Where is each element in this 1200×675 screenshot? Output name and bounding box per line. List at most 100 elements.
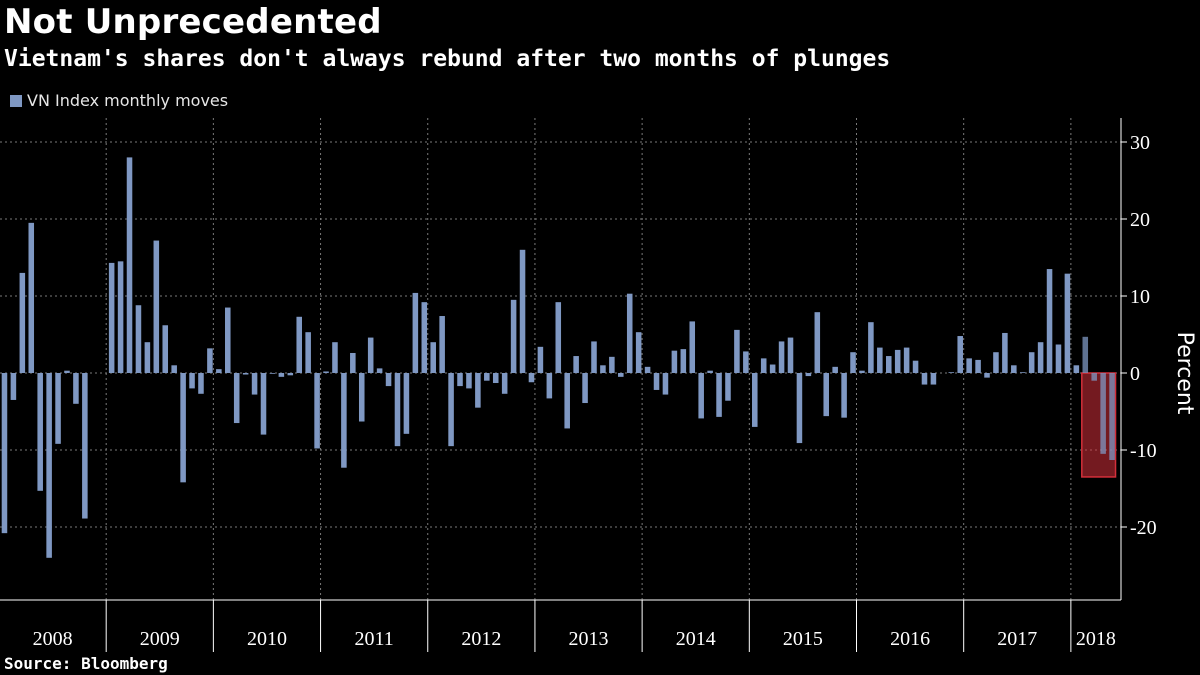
- bar: [778, 341, 785, 373]
- bar: [225, 307, 231, 373]
- bar: [117, 261, 124, 373]
- bar: [912, 360, 919, 373]
- bar: [466, 373, 472, 389]
- bar: [537, 346, 544, 373]
- bar: [796, 373, 803, 444]
- bar: [287, 373, 294, 376]
- bar: [1064, 273, 1071, 373]
- bar: [108, 262, 115, 373]
- bar: [894, 349, 901, 373]
- bar: [600, 365, 606, 373]
- bar: [394, 373, 401, 447]
- bar: [162, 325, 169, 373]
- bar: [957, 336, 963, 373]
- bar: [216, 369, 222, 373]
- bar: [626, 293, 633, 373]
- bar: [1055, 344, 1062, 373]
- bar: [403, 373, 410, 434]
- bar: [457, 373, 463, 387]
- bar: [82, 373, 88, 519]
- bar: [582, 373, 588, 404]
- bar: [46, 373, 52, 558]
- bar: [573, 356, 579, 373]
- bar: [367, 337, 374, 373]
- bar: [975, 359, 981, 373]
- bar: [180, 373, 186, 483]
- bar: [126, 157, 133, 373]
- bar: [358, 373, 365, 422]
- bar: [448, 373, 454, 447]
- bar: [412, 292, 419, 373]
- bar: [644, 366, 651, 373]
- bar: [269, 373, 276, 374]
- source-note: Source: Bloomberg: [4, 654, 168, 673]
- x-tick-label: 2013: [569, 628, 609, 650]
- bar: [698, 373, 704, 419]
- bar: [305, 332, 311, 373]
- bar: [564, 373, 570, 429]
- bar: [787, 337, 794, 373]
- y-tick-label: -20: [1130, 517, 1157, 539]
- bar: [439, 316, 445, 373]
- bar: [242, 373, 249, 375]
- bar: [1091, 373, 1097, 381]
- x-tick-label: 2016: [890, 628, 930, 650]
- bar: [350, 352, 356, 373]
- y-tick-label: 0: [1130, 363, 1140, 385]
- bar: [743, 351, 749, 373]
- bar: [546, 373, 553, 399]
- x-tick-label: 2011: [355, 628, 394, 650]
- legend-swatch: [10, 94, 22, 107]
- bar: [278, 373, 285, 377]
- bar: [430, 342, 436, 373]
- bar: [251, 373, 258, 395]
- bar: [260, 373, 267, 435]
- bar: [171, 365, 177, 373]
- bar: [921, 373, 928, 385]
- bar: [1046, 269, 1053, 373]
- bar: [73, 373, 79, 404]
- bar: [752, 373, 758, 427]
- bar: [832, 366, 838, 373]
- x-tick-label: 2014: [676, 628, 716, 650]
- bar: [993, 352, 999, 373]
- bar: [385, 373, 392, 387]
- bar: [1011, 365, 1017, 373]
- bar: [332, 342, 338, 373]
- bar: [55, 373, 61, 444]
- bar: [1019, 372, 1026, 373]
- bar: [769, 364, 776, 373]
- x-tick-label: 2015: [783, 628, 823, 650]
- bar: [510, 299, 517, 373]
- bar: [341, 373, 347, 468]
- bar: [635, 332, 642, 373]
- bar: [28, 222, 35, 373]
- x-tick-label: 2008: [33, 628, 73, 650]
- legend: VN Index monthly moves: [10, 91, 228, 110]
- y-tick-label: 30: [1130, 132, 1150, 154]
- bar: [501, 373, 508, 394]
- bar: [734, 329, 740, 373]
- bar: [314, 373, 320, 449]
- bar: [1082, 336, 1089, 373]
- bar: [484, 373, 490, 381]
- bar: [233, 373, 240, 424]
- bar: [1, 373, 8, 534]
- bar: [859, 370, 865, 373]
- bar: [877, 347, 883, 373]
- x-tick-label: 2012: [461, 628, 501, 650]
- bar: [662, 373, 669, 395]
- bar: [1073, 365, 1080, 373]
- bar: [948, 372, 955, 373]
- bar: [868, 322, 874, 373]
- bar: [37, 373, 43, 491]
- y-axis-label: Percent: [1172, 332, 1197, 415]
- bar: [707, 370, 713, 373]
- bar: [1100, 373, 1106, 454]
- bar: [823, 373, 830, 417]
- bar: [10, 373, 17, 400]
- x-tick-label: 2018: [1076, 628, 1116, 650]
- bar: [885, 356, 892, 373]
- bar: [653, 373, 660, 390]
